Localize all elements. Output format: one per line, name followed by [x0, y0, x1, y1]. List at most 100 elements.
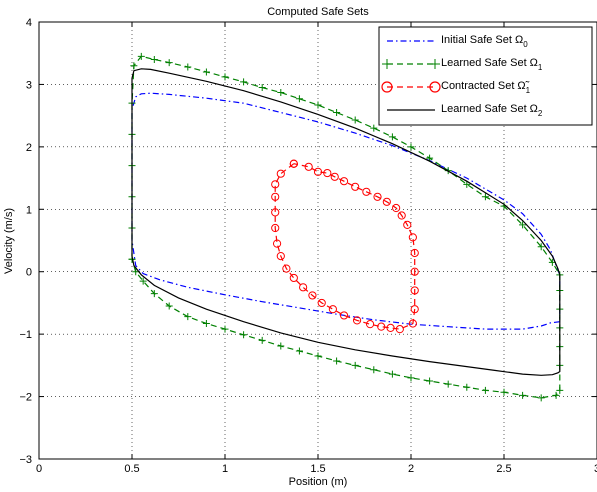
- circle-marker: [271, 208, 280, 217]
- circle-marker: [403, 220, 412, 229]
- circle-marker: [271, 223, 280, 233]
- plus-marker: [519, 391, 527, 399]
- circle-marker: [410, 267, 419, 276]
- plus-marker: [221, 73, 229, 81]
- circle-marker: [382, 197, 391, 206]
- plus-marker: [277, 342, 285, 350]
- plus-marker: [184, 313, 192, 321]
- series-2: [128, 52, 564, 402]
- plus-marker: [130, 62, 138, 70]
- y-tick-label: 4: [26, 17, 32, 29]
- plus-marker: [370, 124, 378, 132]
- circle-marker: [328, 305, 337, 314]
- circle-marker: [299, 283, 308, 292]
- circle-marker: [362, 187, 371, 196]
- x-tick-label: 1.5: [310, 463, 325, 475]
- plus-marker: [202, 68, 210, 76]
- y-tick-label: −3: [19, 454, 32, 466]
- plus-marker: [481, 193, 489, 201]
- plus-marker: [537, 243, 545, 251]
- plus-marker: [537, 394, 545, 402]
- circle-marker: [271, 192, 280, 201]
- circle-marker: [373, 192, 382, 201]
- legend-marker: [382, 59, 392, 69]
- circle-marker: [410, 286, 419, 295]
- plus-marker: [295, 95, 303, 103]
- circle-marker: [397, 211, 406, 220]
- plus-marker: [314, 352, 322, 360]
- plus-marker: [500, 388, 508, 396]
- plus-marker: [240, 78, 248, 86]
- legend-label: Learned Safe Set Ω2: [441, 103, 543, 118]
- legend-label: Initial Safe Set Ω0: [441, 34, 528, 49]
- plus-marker: [132, 268, 140, 276]
- y-tick-label: −2: [19, 392, 32, 404]
- x-tick-label: 0.5: [124, 463, 139, 475]
- circle-marker: [323, 168, 332, 178]
- plus-marker: [202, 320, 210, 328]
- plus-marker: [240, 331, 248, 339]
- circle-marker: [392, 203, 401, 213]
- plus-marker: [333, 109, 341, 117]
- circle-marker: [304, 162, 313, 171]
- circle-marker: [276, 169, 285, 178]
- plus-marker: [444, 380, 452, 388]
- plus-marker: [150, 290, 158, 298]
- legend: Initial Safe Set Ω0 Learned Safe Set Ω1 Co…: [378, 26, 593, 126]
- circle-marker: [386, 323, 395, 332]
- legend-marker: [381, 81, 393, 93]
- x-tick-label: 1: [222, 463, 228, 475]
- plus-marker: [295, 347, 303, 355]
- plus-marker: [258, 84, 266, 92]
- circle-marker: [410, 248, 419, 258]
- legend-marker: [430, 59, 440, 69]
- plus-marker: [165, 59, 173, 67]
- plus-marker: [463, 180, 471, 188]
- y-tick-label: 3: [26, 79, 32, 91]
- plus-marker: [139, 277, 147, 285]
- plus-marker: [150, 55, 158, 63]
- legend-item: Learned Safe Set Ω1: [382, 57, 543, 72]
- plus-marker: [426, 377, 434, 385]
- x-tick-label: 2: [408, 463, 414, 475]
- plus-marker: [258, 336, 266, 344]
- circle-marker: [339, 177, 349, 186]
- plus-marker: [137, 52, 145, 60]
- x-tick-label: 2.5: [496, 463, 511, 475]
- series-4: [131, 68, 561, 376]
- circle-marker: [408, 319, 417, 328]
- plus-marker: [556, 386, 564, 394]
- legend-label: Learned Safe Set Ω1: [441, 57, 543, 72]
- x-tick-label: 3: [594, 463, 597, 475]
- plus-marker: [481, 386, 489, 394]
- circle-marker: [271, 180, 280, 189]
- legend-label: Contracted Set Ω̃1: [441, 80, 531, 95]
- plus-marker: [351, 116, 359, 124]
- plus-marker: [165, 302, 173, 310]
- legend-box: [378, 26, 593, 126]
- legend-item: Initial Safe Set Ω0: [387, 34, 528, 49]
- plus-marker: [388, 133, 396, 141]
- plus-marker: [426, 154, 434, 162]
- circle-marker: [330, 172, 339, 181]
- plus-marker: [519, 221, 527, 229]
- series-line: [131, 68, 561, 376]
- plus-marker: [351, 361, 359, 369]
- plus-marker: [221, 325, 229, 333]
- x-tick-label: 0: [36, 463, 42, 475]
- circle-marker: [352, 316, 362, 325]
- circle-marker: [282, 264, 291, 273]
- plus-marker: [184, 63, 192, 71]
- circle-marker: [351, 182, 360, 191]
- circle-marker: [408, 233, 417, 242]
- circle-marker: [365, 320, 375, 329]
- series-layer: [128, 52, 564, 402]
- plus-marker: [552, 391, 560, 399]
- y-tick-label: 2: [26, 142, 32, 154]
- y-tick-label: −1: [19, 329, 32, 341]
- legend-item: Contracted Set Ω̃1: [381, 80, 531, 95]
- plus-marker: [314, 101, 322, 109]
- circle-marker: [410, 305, 419, 314]
- plus-marker: [407, 143, 415, 151]
